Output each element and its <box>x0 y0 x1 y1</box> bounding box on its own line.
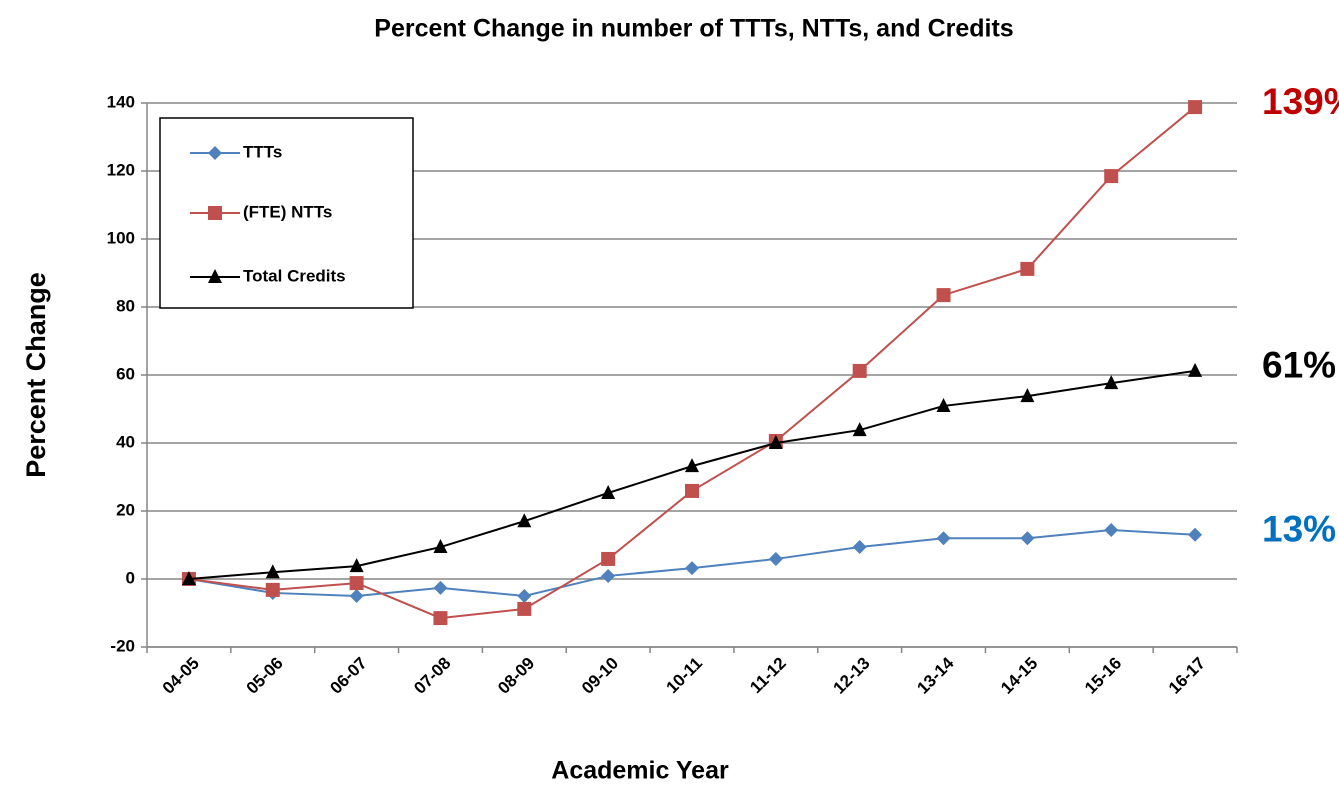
y-tick-label: 0 <box>126 568 135 587</box>
data-point <box>768 551 783 566</box>
data-point <box>1020 261 1035 276</box>
y-tick-label: 80 <box>116 296 135 315</box>
data-point <box>349 576 364 591</box>
data-point <box>1104 523 1119 538</box>
data-point <box>517 589 532 603</box>
data-point <box>685 458 699 473</box>
data-point <box>852 540 867 555</box>
x-tick-label: 16-17 <box>1165 654 1209 698</box>
data-point <box>265 582 280 597</box>
data-point <box>181 571 196 585</box>
legend-label: (FTE) NTTs <box>243 202 332 221</box>
end-label: 13% <box>1262 509 1336 550</box>
y-tick-label: 120 <box>107 160 135 179</box>
data-point <box>601 568 616 583</box>
x-tick-label: 04-05 <box>159 654 203 698</box>
legend-label: TTTs <box>243 142 282 161</box>
y-tick-label: 40 <box>116 432 135 451</box>
data-point <box>1188 100 1203 115</box>
x-tick-label: 13-14 <box>913 653 958 698</box>
data-point <box>601 551 616 566</box>
end-label: 139% <box>1262 81 1339 122</box>
x-tick-label: 05-06 <box>243 654 287 698</box>
x-tick-label: 06-07 <box>326 654 370 698</box>
x-axis-title: Academic Year <box>551 757 729 785</box>
data-point <box>685 483 699 498</box>
data-point <box>685 561 699 576</box>
data-point <box>349 558 364 573</box>
x-tick-label: 15-16 <box>1081 654 1125 698</box>
x-tick-label: 14-15 <box>997 654 1041 698</box>
y-tick-label: 60 <box>116 364 135 383</box>
data-point <box>517 513 532 528</box>
y-tick-label: -20 <box>110 636 135 655</box>
data-point <box>936 288 951 303</box>
y-tick-label: 20 <box>116 500 135 519</box>
data-point <box>852 422 867 437</box>
end-label: 61% <box>1262 345 1336 386</box>
data-point <box>768 435 783 449</box>
data-point <box>433 539 448 554</box>
data-point <box>1020 531 1035 546</box>
series-line <box>188 369 1196 580</box>
legend-marker <box>208 269 222 283</box>
data-point <box>433 611 448 626</box>
legend-marker <box>208 146 222 160</box>
data-point <box>1020 388 1035 403</box>
y-tick-label: 100 <box>107 228 135 247</box>
data-point <box>1104 169 1119 184</box>
y-axis-title: Percent Change <box>21 272 51 478</box>
data-point <box>265 564 280 579</box>
x-tick-label: 12-13 <box>830 654 874 698</box>
x-tick-label: 11-12 <box>746 654 790 698</box>
data-point <box>852 363 867 378</box>
x-tick-label: 10-11 <box>662 654 706 698</box>
legend-label: Total Credits <box>243 266 346 285</box>
x-tick-label: 09-10 <box>578 654 622 698</box>
data-point <box>936 531 951 546</box>
data-point <box>517 601 532 616</box>
data-point <box>936 397 951 412</box>
data-point <box>1104 375 1119 390</box>
x-tick-label: 07-08 <box>410 654 454 698</box>
data-point <box>1188 527 1203 542</box>
data-point <box>1188 362 1203 377</box>
data-point <box>433 580 448 595</box>
data-point <box>601 484 616 499</box>
x-tick-label: 08-09 <box>494 654 538 698</box>
data-point <box>349 589 364 603</box>
y-tick-label: 140 <box>107 92 135 111</box>
chart-title: Percent Change in number of TTTs, NTTs, … <box>374 15 1013 43</box>
legend-marker <box>208 206 222 220</box>
